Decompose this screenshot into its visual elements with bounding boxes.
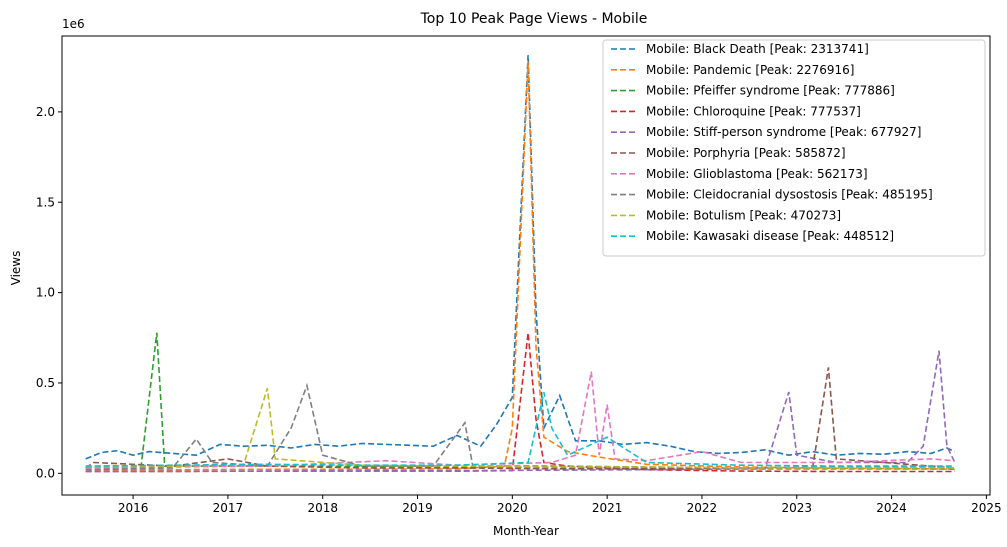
y-axis-label: Views: [9, 251, 23, 286]
legend-label: Mobile: Porphyria [Peak: 585872]: [646, 146, 846, 160]
x-tick-label: 2025: [971, 501, 1002, 515]
x-axis-label: Month-Year: [493, 524, 559, 538]
legend-label: Mobile: Black Death [Peak: 2313741]: [646, 42, 869, 56]
legend-label: Mobile: Stiff-person syndrome [Peak: 677…: [646, 125, 921, 139]
x-tick-label: 2016: [118, 501, 149, 515]
legend-label: Mobile: Botulism [Peak: 470273]: [646, 208, 841, 222]
x-tick-label: 2024: [876, 501, 907, 515]
x-axis-ticks: 2016 2017 2018 2019 2020 2021 2022 2023 2024 2025: [118, 495, 1002, 515]
x-tick-label: 2021: [592, 501, 623, 515]
series-line-8: [85, 382, 955, 471]
y-tick-label: 0.0: [36, 466, 55, 480]
series-line-10: [85, 392, 955, 467]
x-tick-label: 2019: [402, 501, 433, 515]
series-line-5: [85, 350, 956, 473]
x-tick-label: 2017: [213, 501, 244, 515]
x-tick-label: 2023: [781, 501, 812, 515]
series-line-6: [85, 367, 955, 470]
legend-label: Mobile: Chloroquine [Peak: 777537]: [646, 104, 861, 118]
legend-label: Mobile: Glioblastoma [Peak: 562173]: [646, 167, 868, 181]
legend-box: [602, 39, 986, 257]
series-line-1: [85, 55, 956, 460]
series-line-7: [85, 371, 955, 469]
x-tick-label: 2018: [307, 501, 338, 515]
y-tick-label: 1.5: [36, 195, 55, 209]
series-line-3: [85, 332, 955, 470]
x-tick-label: 2022: [687, 501, 718, 515]
legend-label: Mobile: Kawasaki disease [Peak: 448512]: [646, 229, 894, 243]
y-offset-label: 1e6: [62, 17, 85, 31]
chart-title: Top 10 Peak Page Views - Mobile: [420, 11, 648, 27]
y-tick-label: 2.0: [36, 105, 55, 119]
plot-frame: [61, 35, 991, 496]
y-tick-label: 0.5: [36, 376, 55, 390]
legend: Mobile: Black Death [Peak: 2313741] Mobil…: [602, 39, 986, 257]
legend-label: Mobile: Pandemic [Peak: 2276916]: [646, 63, 854, 77]
x-tick-label: 2020: [497, 501, 528, 515]
series-line-4: [85, 332, 955, 473]
y-tick-label: 1.0: [36, 286, 55, 300]
y-axis-ticks: 0.0 0.5 1.0 1.5 2.0: [36, 105, 62, 480]
plot-lines: [85, 55, 956, 473]
legend-label: Mobile: Pfeiffer syndrome [Peak: 777886]: [646, 84, 895, 98]
legend-label: Mobile: Cleidocranial dysostosis [Peak: …: [646, 188, 933, 202]
